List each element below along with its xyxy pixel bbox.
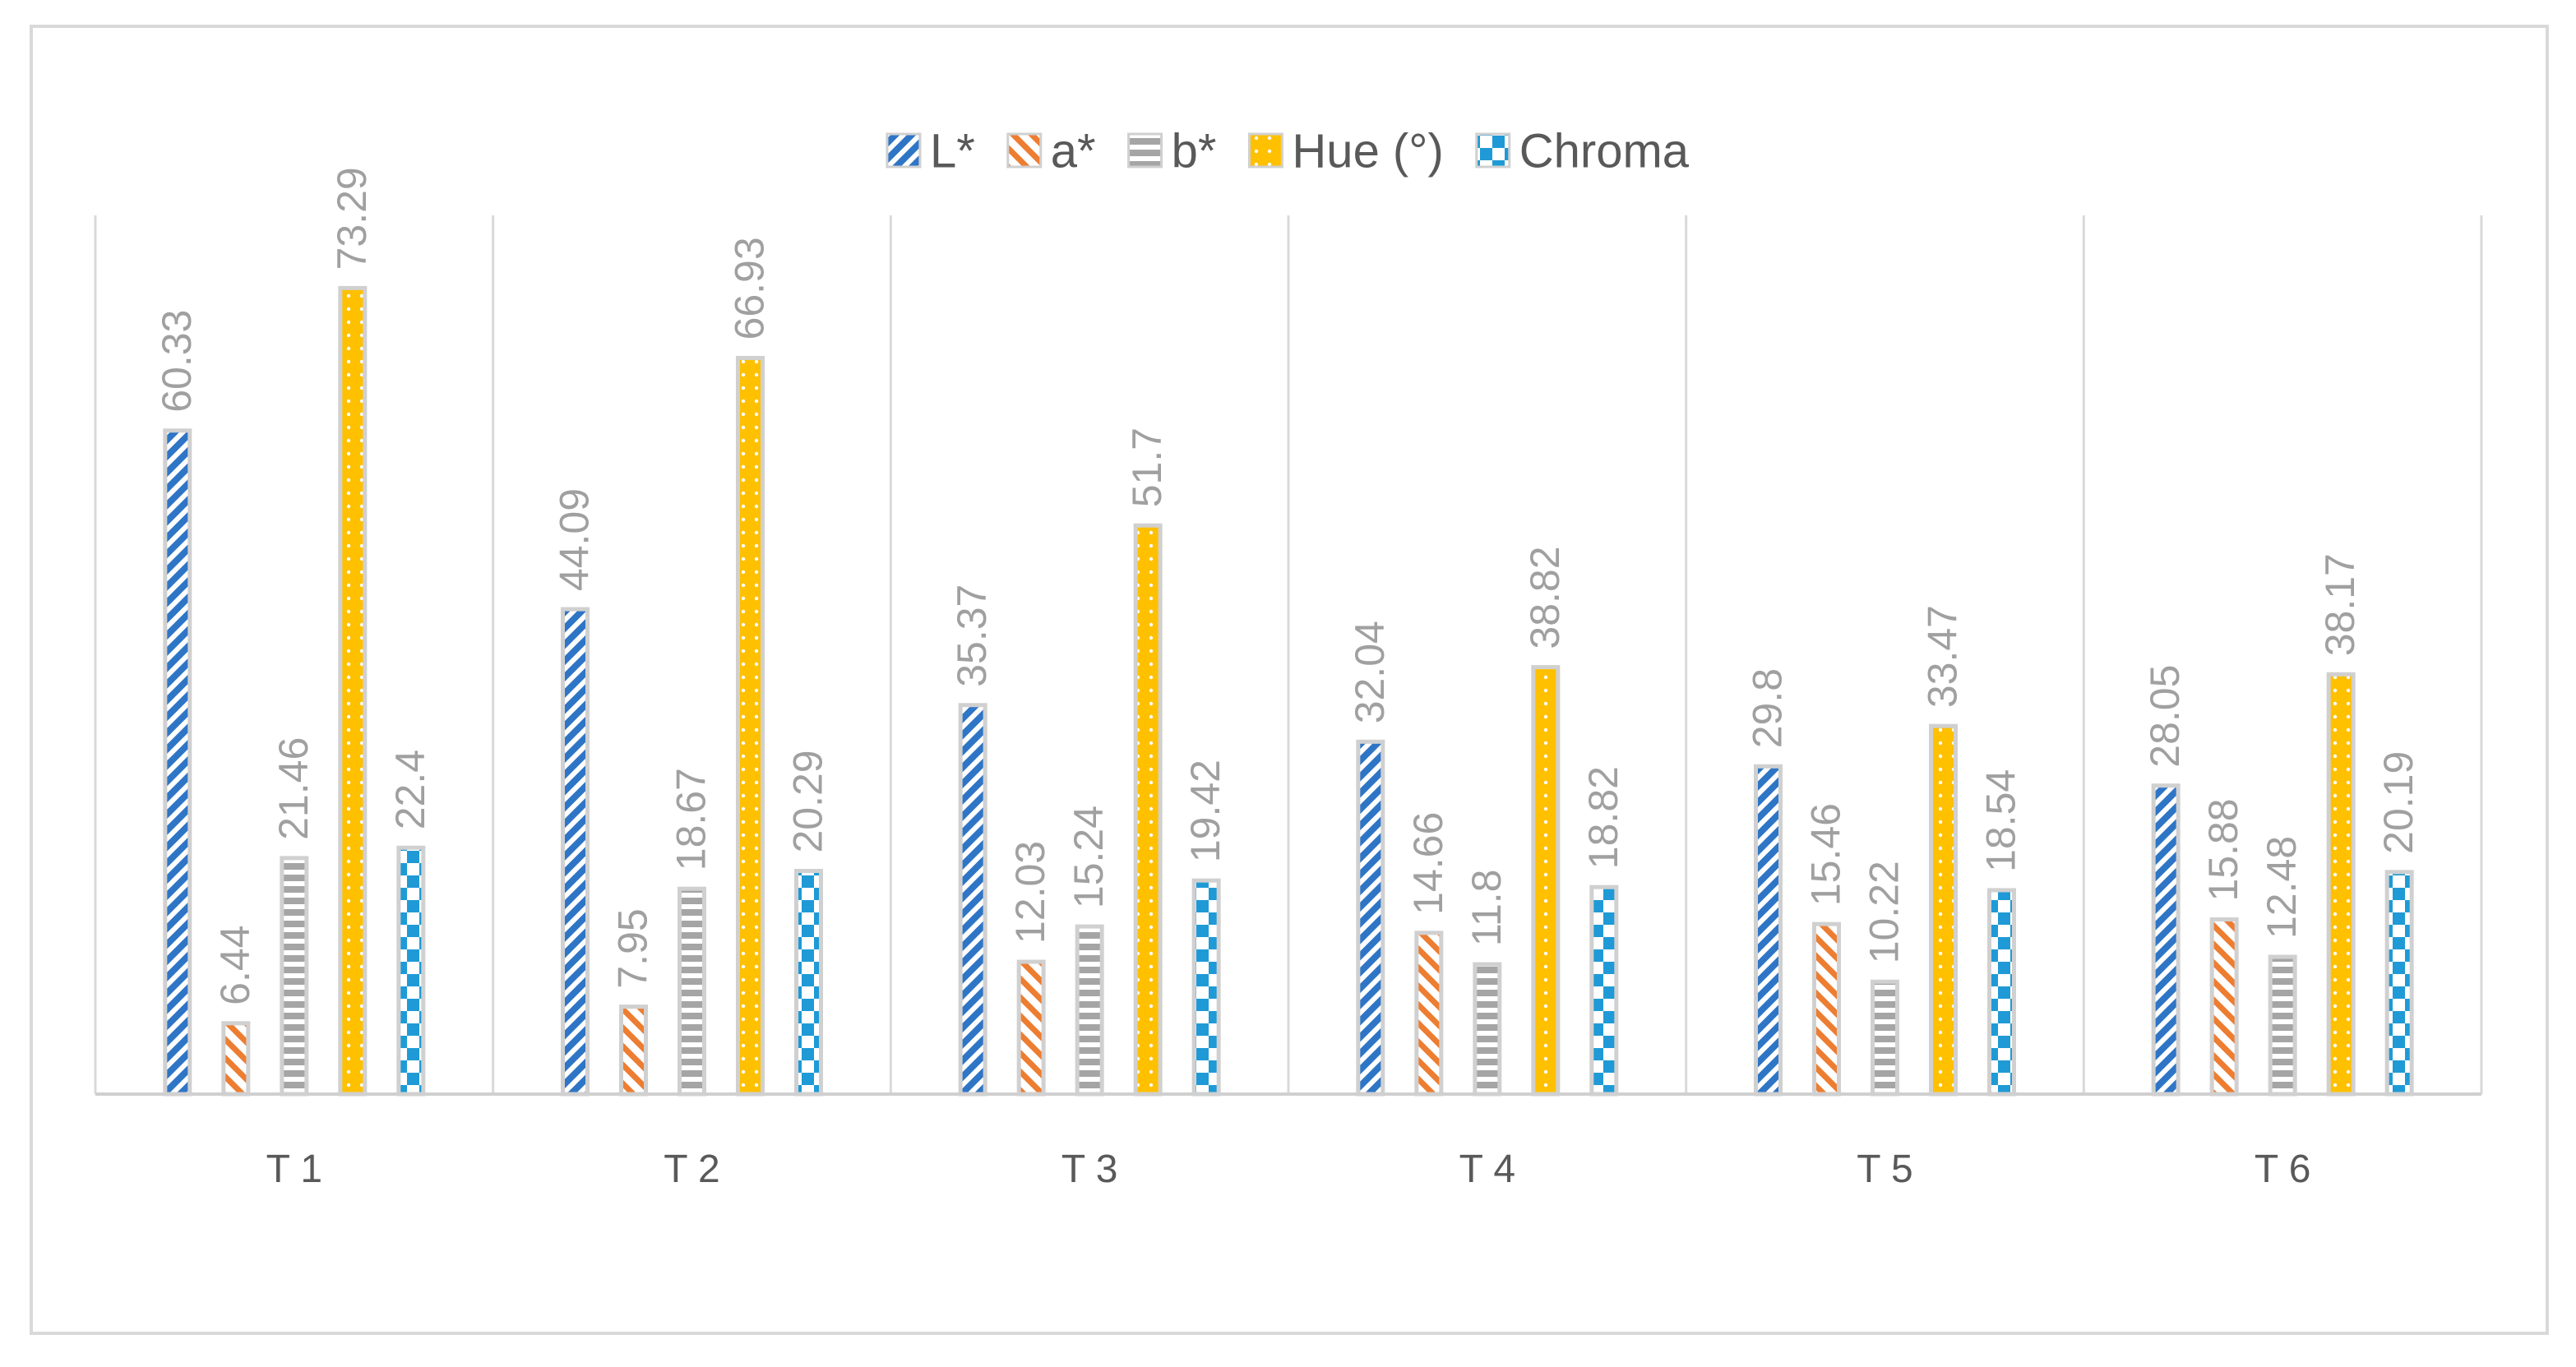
bar-chroma-t-6 [2384, 870, 2414, 1097]
data-label: 32.04 [1347, 621, 1393, 723]
x-tick-label: T 4 [1459, 1148, 1515, 1191]
data-label: 10.22 [1861, 861, 1908, 963]
x-tick-label: T 1 [266, 1148, 322, 1191]
bar-l-t-6 [2151, 783, 2181, 1097]
x-tick-label: T 3 [1061, 1148, 1117, 1191]
data-label: 20.19 [2375, 751, 2421, 854]
bar-b-t-2 [678, 886, 706, 1097]
legend-label: L* [930, 124, 975, 178]
bar-hue-t-3 [1133, 523, 1163, 1097]
data-label: 15.88 [2200, 798, 2246, 901]
bar-a-t-4 [1414, 931, 1444, 1097]
data-label: 15.24 [1066, 806, 1112, 908]
bars-group [163, 285, 2414, 1097]
bar-chroma-t-2 [794, 869, 823, 1097]
bar-a-t-3 [1016, 959, 1046, 1097]
bar-a-t-2 [619, 1004, 648, 1097]
bar-b-t-4 [1473, 962, 1502, 1097]
legend-item-b: b* [1127, 124, 1217, 178]
legend-label: b* [1172, 124, 1217, 178]
legend-label: Chroma [1519, 124, 1690, 178]
x-tick-label: T 6 [2255, 1148, 2310, 1191]
legend-swatch [1475, 132, 1511, 169]
data-label: 7.95 [610, 908, 656, 988]
x-tick-labels: T 1 T 2 T 3 T 4 T 5 T 6 [266, 1148, 2311, 1191]
bar-b-t-5 [1871, 979, 1899, 1097]
bar-hue-t-5 [1929, 723, 1958, 1097]
bar-chroma-t-4 [1589, 884, 1619, 1097]
data-label: 22.4 [387, 750, 433, 829]
bar-hue-t-2 [736, 355, 765, 1097]
bar-chroma-t-1 [396, 845, 426, 1097]
x-tick-label: T 2 [664, 1148, 719, 1191]
data-label: 18.67 [668, 768, 715, 871]
legend-item-chroma: Chroma [1475, 124, 1690, 178]
data-label: 15.46 [1803, 803, 1849, 906]
data-label: 66.93 [727, 237, 773, 339]
data-label: 28.05 [2142, 665, 2188, 768]
data-label: 38.82 [1522, 546, 1568, 649]
bar-b-t-1 [280, 856, 309, 1097]
bar-l-t-4 [1356, 739, 1385, 1097]
data-label: 20.29 [785, 750, 831, 852]
bar-l-t-5 [1754, 764, 1783, 1097]
data-label: 51.7 [1124, 427, 1170, 507]
bar-l-t-3 [958, 703, 987, 1097]
data-label: 11.8 [1464, 870, 1510, 947]
data-label: 35.37 [949, 584, 995, 687]
legend-swatch [886, 132, 922, 169]
legend-item-a: a* [1006, 124, 1096, 178]
bar-a-t-6 [2209, 917, 2239, 1097]
data-label: 12.03 [1007, 841, 1053, 944]
bar-b-t-3 [1075, 924, 1104, 1097]
bar-l-t-2 [561, 607, 590, 1097]
data-label: 44.09 [552, 488, 598, 591]
legend-item-hue: Hue (°) [1247, 124, 1444, 178]
data-label: 19.42 [1182, 760, 1228, 862]
data-label: 18.82 [1580, 766, 1626, 869]
legend-swatch [1006, 132, 1043, 169]
data-label: 14.66 [1405, 812, 1451, 915]
data-label: 38.17 [2317, 553, 2363, 656]
bar-a-t-1 [221, 1021, 251, 1097]
bar-hue-t-6 [2326, 672, 2356, 1097]
data-label: 18.54 [1978, 769, 2024, 872]
data-label: 60.33 [154, 310, 200, 413]
data-label: 33.47 [1920, 605, 1966, 708]
legend-label: Hue (°) [1292, 124, 1443, 178]
data-label: 29.8 [1745, 668, 1791, 748]
bar-chroma-t-3 [1191, 878, 1221, 1097]
data-label: 21.46 [271, 737, 317, 840]
bar-hue-t-1 [338, 285, 368, 1097]
legend: L* a* b* Hue (°) Chroma [886, 124, 1690, 178]
bar-a-t-5 [1812, 921, 1841, 1097]
data-label: 73.29 [329, 167, 375, 270]
legend-swatch [1247, 132, 1283, 169]
legend-swatch [1127, 132, 1163, 169]
bar-b-t-6 [2268, 954, 2297, 1097]
legend-label: a* [1051, 124, 1096, 178]
category-gridlines [94, 215, 2483, 1094]
data-label: 6.44 [212, 926, 258, 1005]
bar-hue-t-4 [1531, 665, 1561, 1097]
data-label: 12.48 [2259, 836, 2305, 939]
bar-l-t-1 [163, 428, 192, 1097]
x-tick-label: T 5 [1857, 1148, 1912, 1191]
data-labels-group: 60.33 44.09 35.37 32.04 29.8 28.05 6.44 7.95 12.… [154, 167, 2421, 1005]
legend-item-l: L* [886, 124, 975, 178]
bar-chroma-t-5 [1987, 888, 2016, 1097]
